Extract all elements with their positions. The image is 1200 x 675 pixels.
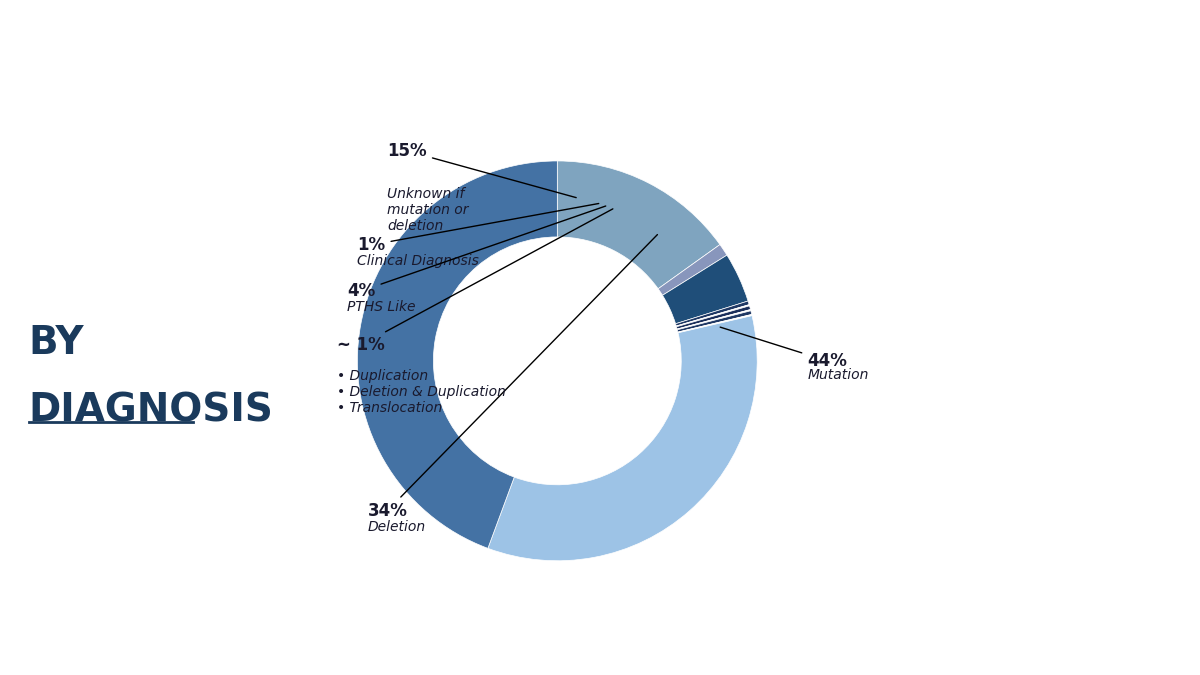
Text: 34%: 34% — [367, 235, 658, 520]
Text: 4%: 4% — [348, 206, 606, 300]
Wedge shape — [677, 310, 751, 332]
Text: Unknown if
mutation or
deletion: Unknown if mutation or deletion — [388, 187, 469, 234]
Text: PTHS Like: PTHS Like — [348, 300, 416, 314]
Text: 1%: 1% — [358, 203, 599, 254]
Wedge shape — [658, 244, 727, 295]
Text: 15%: 15% — [388, 142, 576, 198]
Wedge shape — [662, 255, 748, 324]
Wedge shape — [676, 301, 749, 326]
Text: Deletion: Deletion — [367, 520, 426, 534]
Wedge shape — [557, 161, 720, 289]
Text: BY: BY — [29, 324, 84, 362]
Text: Mutation: Mutation — [808, 368, 869, 382]
Wedge shape — [677, 306, 750, 329]
Text: Clinical Diagnosis: Clinical Diagnosis — [358, 254, 479, 268]
Wedge shape — [677, 304, 750, 327]
Wedge shape — [488, 316, 757, 561]
Text: DIAGNOSIS: DIAGNOSIS — [29, 392, 274, 429]
Text: ~ 1%: ~ 1% — [337, 209, 613, 354]
Wedge shape — [678, 315, 752, 333]
Text: 44%: 44% — [720, 327, 847, 370]
Wedge shape — [677, 310, 751, 330]
Text: • Duplication
• Deletion & Duplication
• Translocation: • Duplication • Deletion & Duplication •… — [337, 369, 506, 415]
Wedge shape — [358, 161, 557, 548]
